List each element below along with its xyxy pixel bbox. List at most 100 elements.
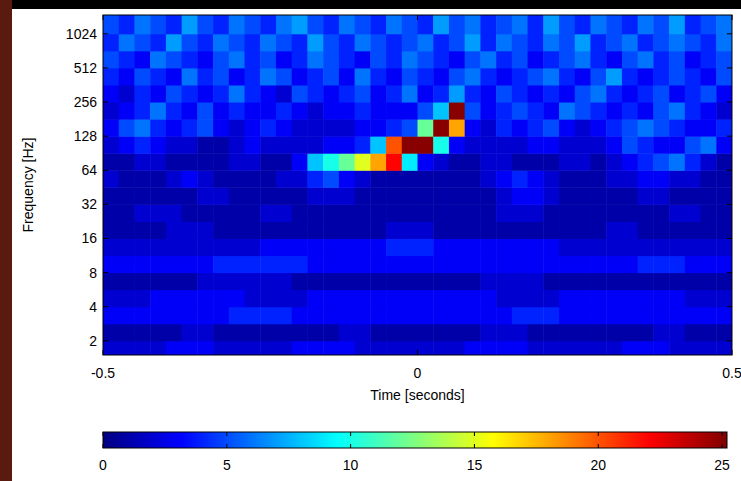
heatmap-cell <box>465 34 481 52</box>
heatmap-cell <box>512 273 528 291</box>
heatmap-cell <box>512 119 528 137</box>
heatmap-cell <box>716 34 732 52</box>
heatmap-cell <box>716 204 732 222</box>
heatmap-cell <box>355 187 371 205</box>
heatmap-cell <box>669 68 685 86</box>
heatmap-cell <box>307 204 323 222</box>
heatmap-cell <box>606 170 622 188</box>
heatmap-cell <box>496 324 512 342</box>
heatmap-cell <box>653 221 669 238</box>
heatmap-cell <box>590 102 606 120</box>
heatmap-cell <box>197 290 213 308</box>
heatmap-cell <box>103 34 119 52</box>
heatmap-cell <box>528 204 544 222</box>
heatmap-cell <box>638 51 654 69</box>
heatmap-cell <box>355 256 371 273</box>
heatmap-cell <box>370 221 386 238</box>
heatmap-cell <box>685 238 701 256</box>
heatmap-cell <box>213 15 229 34</box>
heatmap-cell <box>276 34 292 52</box>
heatmap-cell <box>449 136 465 154</box>
heatmap-cell <box>480 51 496 69</box>
heatmap-cell <box>213 256 229 273</box>
heatmap-cell <box>355 238 371 256</box>
heatmap-cell <box>276 341 292 355</box>
heatmap-cell <box>402 221 418 238</box>
heatmap-cell <box>229 34 245 52</box>
heatmap-cell <box>323 136 339 154</box>
heatmap-cell <box>418 221 434 238</box>
heatmap-cell <box>197 204 213 222</box>
heatmap-cell <box>480 238 496 256</box>
heatmap-cell <box>119 204 135 222</box>
heatmap-cell <box>355 136 371 154</box>
heatmap-cell <box>197 324 213 342</box>
heatmap-cell <box>386 273 402 291</box>
heatmap-cell <box>622 256 638 273</box>
heatmap-cell <box>449 341 465 355</box>
heatmap-cell <box>245 34 261 52</box>
heatmap-cell <box>512 15 528 34</box>
heatmap-cell <box>182 238 198 256</box>
heatmap-cell <box>512 256 528 273</box>
heatmap-cell <box>433 307 449 325</box>
x-tick <box>103 350 104 355</box>
heatmap-cell <box>339 170 355 188</box>
heatmap-cell <box>355 290 371 308</box>
heatmap-cell <box>528 34 544 52</box>
heatmap-cell <box>103 238 119 256</box>
heatmap-cell <box>418 307 434 325</box>
heatmap-cell <box>150 221 166 238</box>
heatmap-cell <box>496 256 512 273</box>
heatmap-cell <box>355 153 371 171</box>
heatmap-cell <box>590 119 606 137</box>
heatmap-cell <box>701 153 717 171</box>
heatmap-cell <box>653 187 669 205</box>
heatmap-cell <box>543 307 559 325</box>
heatmap-cell <box>606 290 622 308</box>
heatmap-cell <box>590 324 606 342</box>
heatmap-cell <box>150 341 166 355</box>
heatmap-cell <box>355 51 371 69</box>
heatmap-cell <box>245 15 261 34</box>
heatmap-cell <box>355 307 371 325</box>
heatmap-cell <box>339 51 355 69</box>
heatmap-cell <box>512 324 528 342</box>
heatmap-cell <box>496 153 512 171</box>
heatmap-cell <box>402 341 418 355</box>
heatmap-cell <box>496 204 512 222</box>
heatmap-cell <box>402 15 418 34</box>
heatmap-cell <box>590 187 606 205</box>
heatmap-cell <box>559 136 575 154</box>
heatmap-cell <box>119 136 135 154</box>
heatmap-cell <box>402 256 418 273</box>
heatmap-cell <box>355 119 371 137</box>
heatmap-cell <box>292 204 308 222</box>
heatmap-cell <box>355 68 371 86</box>
heatmap-cell <box>512 51 528 69</box>
heatmap-cell <box>716 170 732 188</box>
colorbar-tick <box>598 432 599 436</box>
heatmap-cell <box>465 256 481 273</box>
heatmap-cell <box>245 187 261 205</box>
heatmap-cell <box>653 68 669 86</box>
heatmap-cell <box>622 119 638 137</box>
heatmap-cell <box>339 307 355 325</box>
heatmap-cell <box>622 238 638 256</box>
heatmap-cell <box>339 290 355 308</box>
heatmap-cell <box>370 136 386 154</box>
heatmap-cell <box>307 51 323 69</box>
heatmap-cell <box>528 221 544 238</box>
heatmap-cell <box>716 324 732 342</box>
heatmap-cell <box>260 221 276 238</box>
heatmap-cell <box>386 102 402 120</box>
heatmap-cell <box>418 290 434 308</box>
heatmap-cell <box>323 170 339 188</box>
heatmap-cell <box>402 102 418 120</box>
heatmap-cell <box>213 307 229 325</box>
heatmap-cell <box>449 204 465 222</box>
heatmap-cell <box>134 102 150 120</box>
heatmap-cell <box>622 341 638 355</box>
heatmap-cell <box>449 68 465 86</box>
heatmap-cell <box>197 136 213 154</box>
